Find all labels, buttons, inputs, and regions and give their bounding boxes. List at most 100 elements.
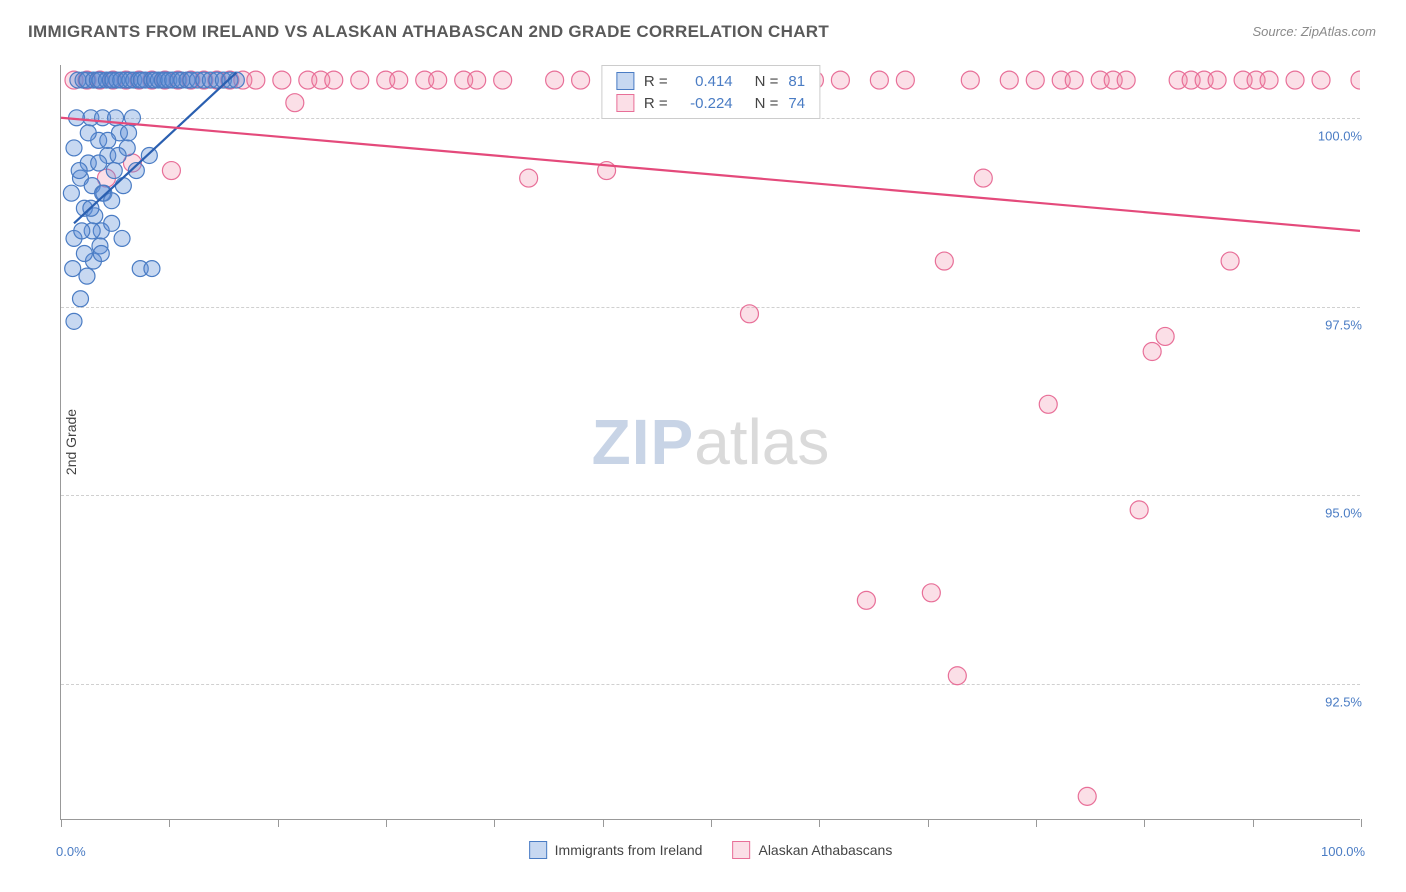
scatter-point bbox=[110, 147, 126, 163]
x-tick bbox=[603, 819, 604, 827]
scatter-point bbox=[63, 185, 79, 201]
scatter-point bbox=[93, 246, 109, 262]
n-value: 81 bbox=[788, 73, 805, 90]
scatter-point bbox=[100, 132, 116, 148]
scatter-point bbox=[857, 591, 875, 609]
scatter-point bbox=[961, 71, 979, 89]
scatter-point bbox=[104, 215, 120, 231]
scatter-point bbox=[72, 291, 88, 307]
scatter-point bbox=[115, 178, 131, 194]
chart-title: IMMIGRANTS FROM IRELAND VS ALASKAN ATHAB… bbox=[28, 22, 829, 42]
source-name: ZipAtlas.com bbox=[1301, 24, 1376, 39]
scatter-point bbox=[468, 71, 486, 89]
scatter-point bbox=[740, 305, 758, 323]
scatter-point bbox=[948, 667, 966, 685]
scatter-point bbox=[1260, 71, 1278, 89]
legend-swatch bbox=[616, 72, 634, 90]
scatter-point bbox=[76, 246, 92, 262]
scatter-point bbox=[935, 252, 953, 270]
trend-line bbox=[61, 118, 1360, 231]
scatter-point bbox=[974, 169, 992, 187]
r-value: 0.414 bbox=[678, 73, 733, 90]
x-tick bbox=[278, 819, 279, 827]
x-tick bbox=[61, 819, 62, 827]
legend-item: Alaskan Athabascans bbox=[732, 841, 892, 859]
plot-area: 2nd Grade ZIPatlas 92.5%95.0%97.5%100.0%… bbox=[60, 65, 1360, 820]
scatter-point bbox=[390, 71, 408, 89]
scatter-point bbox=[66, 140, 82, 156]
x-tick bbox=[819, 819, 820, 827]
legend-item: Immigrants from Ireland bbox=[529, 841, 703, 859]
scatter-point bbox=[1130, 501, 1148, 519]
x-tick bbox=[711, 819, 712, 827]
scatter-point bbox=[1039, 395, 1057, 413]
x-tick bbox=[1253, 819, 1254, 827]
legend-swatch bbox=[732, 841, 750, 859]
legend-label: Alaskan Athabascans bbox=[758, 842, 892, 858]
scatter-point bbox=[494, 71, 512, 89]
legend-swatch bbox=[616, 94, 634, 112]
scatter-point bbox=[91, 155, 107, 171]
scatter-point bbox=[351, 71, 369, 89]
scatter-point bbox=[74, 223, 90, 239]
scatter-point bbox=[1117, 71, 1135, 89]
x-tick-label: 0.0% bbox=[56, 844, 86, 859]
scatter-point bbox=[520, 169, 538, 187]
r-value: -0.224 bbox=[678, 95, 733, 112]
series-legend: Immigrants from Ireland Alaskan Athabasca… bbox=[529, 841, 893, 859]
scatter-point bbox=[141, 147, 157, 163]
source-attribution: Source: ZipAtlas.com bbox=[1252, 24, 1376, 39]
x-tick bbox=[169, 819, 170, 827]
n-label: N = bbox=[755, 95, 779, 112]
correlation-legend: R = 0.414 N = 81 R = -0.224 N = 74 bbox=[601, 65, 820, 119]
scatter-point bbox=[1143, 343, 1161, 361]
scatter-point bbox=[429, 71, 447, 89]
scatter-point bbox=[114, 230, 130, 246]
scatter-point bbox=[247, 71, 265, 89]
scatter-point bbox=[80, 125, 96, 141]
scatter-point bbox=[1000, 71, 1018, 89]
x-tick bbox=[494, 819, 495, 827]
scatter-point bbox=[1156, 327, 1174, 345]
n-label: N = bbox=[755, 73, 779, 90]
scatter-point bbox=[106, 163, 122, 179]
scatter-point bbox=[66, 313, 82, 329]
scatter-point bbox=[286, 94, 304, 112]
scatter-point bbox=[1221, 252, 1239, 270]
scatter-point bbox=[896, 71, 914, 89]
scatter-point bbox=[144, 261, 160, 277]
scatter-plot-svg bbox=[61, 65, 1360, 819]
scatter-point bbox=[65, 261, 81, 277]
scatter-point bbox=[922, 584, 940, 602]
source-label: Source: bbox=[1252, 24, 1300, 39]
scatter-point bbox=[831, 71, 849, 89]
scatter-point bbox=[870, 71, 888, 89]
x-tick bbox=[1144, 819, 1145, 827]
scatter-point bbox=[1065, 71, 1083, 89]
legend-row: R = 0.414 N = 81 bbox=[616, 70, 805, 92]
scatter-point bbox=[71, 163, 87, 179]
scatter-point bbox=[162, 162, 180, 180]
legend-label: Immigrants from Ireland bbox=[555, 842, 703, 858]
scatter-point bbox=[1208, 71, 1226, 89]
x-tick bbox=[386, 819, 387, 827]
scatter-point bbox=[121, 125, 137, 141]
scatter-point bbox=[228, 72, 244, 88]
scatter-point bbox=[1078, 787, 1096, 805]
scatter-point bbox=[104, 193, 120, 209]
scatter-point bbox=[572, 71, 590, 89]
x-tick-label: 100.0% bbox=[1321, 844, 1365, 859]
x-tick bbox=[1036, 819, 1037, 827]
r-label: R = bbox=[644, 73, 668, 90]
legend-swatch bbox=[529, 841, 547, 859]
scatter-point bbox=[1312, 71, 1330, 89]
scatter-point bbox=[546, 71, 564, 89]
scatter-point bbox=[273, 71, 291, 89]
legend-row: R = -0.224 N = 74 bbox=[616, 92, 805, 114]
x-tick bbox=[1361, 819, 1362, 827]
x-tick bbox=[928, 819, 929, 827]
scatter-point bbox=[1286, 71, 1304, 89]
scatter-point bbox=[325, 71, 343, 89]
n-value: 74 bbox=[788, 95, 805, 112]
r-label: R = bbox=[644, 95, 668, 112]
